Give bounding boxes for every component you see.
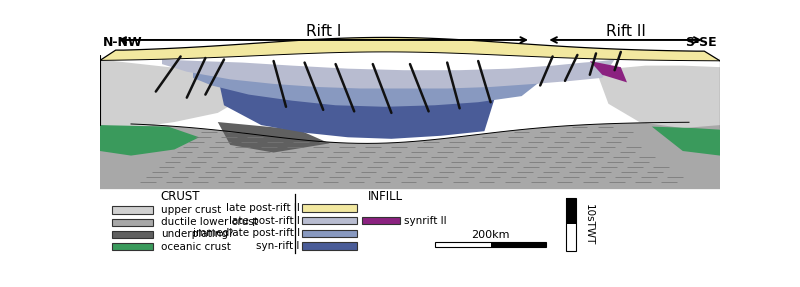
Polygon shape <box>218 122 330 152</box>
FancyBboxPatch shape <box>435 242 546 247</box>
Polygon shape <box>162 59 614 88</box>
Text: 10sTWT: 10sTWT <box>584 204 594 245</box>
FancyBboxPatch shape <box>566 198 576 224</box>
Polygon shape <box>652 127 720 156</box>
FancyBboxPatch shape <box>112 206 153 214</box>
FancyBboxPatch shape <box>302 204 358 212</box>
Polygon shape <box>100 125 199 156</box>
Text: upper crust: upper crust <box>161 205 221 215</box>
FancyBboxPatch shape <box>362 217 400 224</box>
Polygon shape <box>596 66 720 128</box>
FancyBboxPatch shape <box>302 230 358 237</box>
Text: Rift II: Rift II <box>606 24 646 39</box>
FancyBboxPatch shape <box>566 224 576 251</box>
Text: INFILL: INFILL <box>368 190 402 203</box>
Polygon shape <box>100 59 249 128</box>
FancyBboxPatch shape <box>302 242 358 250</box>
Polygon shape <box>100 122 720 189</box>
Text: synrift II: synrift II <box>404 216 446 226</box>
FancyBboxPatch shape <box>490 242 546 247</box>
Text: late post-rift I: late post-rift I <box>229 216 300 226</box>
Text: Rift I: Rift I <box>306 24 341 39</box>
Text: late post-rift II: late post-rift II <box>226 203 300 213</box>
Polygon shape <box>218 76 497 139</box>
FancyBboxPatch shape <box>112 219 153 226</box>
FancyBboxPatch shape <box>112 231 153 238</box>
FancyBboxPatch shape <box>302 217 358 224</box>
Text: underplating?: underplating? <box>161 229 234 239</box>
Text: syn-rift I: syn-rift I <box>256 241 300 251</box>
Text: oceanic crust: oceanic crust <box>161 242 230 252</box>
Text: ductile lower crust: ductile lower crust <box>161 217 258 227</box>
Polygon shape <box>100 37 720 61</box>
Text: CRUST: CRUST <box>161 190 200 203</box>
Polygon shape <box>193 67 553 107</box>
Text: S-SE: S-SE <box>686 36 717 49</box>
Text: immediate post-rift I: immediate post-rift I <box>193 228 300 238</box>
Polygon shape <box>590 61 627 82</box>
Text: N-NW: N-NW <box>103 36 142 49</box>
Text: 200km: 200km <box>471 230 510 240</box>
FancyBboxPatch shape <box>112 243 153 250</box>
